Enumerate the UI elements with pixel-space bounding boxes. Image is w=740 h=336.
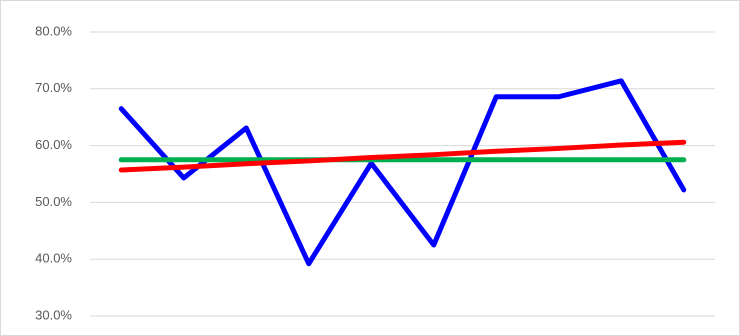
- y-tick-label: 30.0%: [35, 307, 72, 322]
- y-tick-label: 50.0%: [35, 194, 72, 209]
- y-tick-label: 60.0%: [35, 137, 72, 152]
- series-line: [118, 78, 687, 267]
- y-tick-label: 80.0%: [35, 23, 72, 38]
- y-tick-label: 40.0%: [35, 251, 72, 266]
- y-tick-label: 70.0%: [35, 80, 72, 95]
- series-line: [118, 139, 687, 173]
